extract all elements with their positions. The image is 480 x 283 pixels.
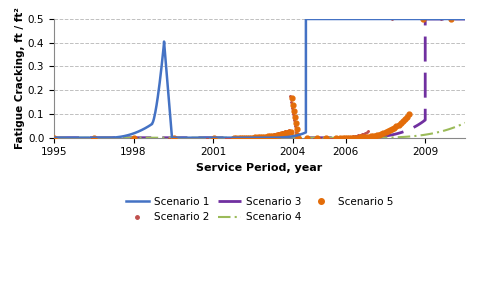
X-axis label: Service Period, year: Service Period, year	[196, 163, 323, 173]
Legend: Scenario 1, Scenario 2, Scenario 3, Scenario 4, Scenario 5: Scenario 1, Scenario 2, Scenario 3, Scen…	[122, 193, 397, 226]
Y-axis label: Fatigue Cracking, ft / ft²: Fatigue Cracking, ft / ft²	[15, 7, 25, 149]
